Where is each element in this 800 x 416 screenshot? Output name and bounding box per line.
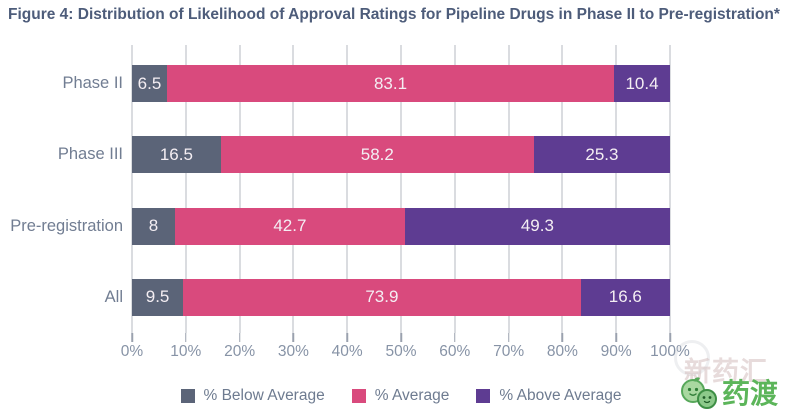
- chart-row: Phase III 16.5 58.2 25.3: [0, 119, 670, 190]
- gridline: [185, 45, 187, 333]
- chart-row: All 9.5 73.9 16.6: [0, 262, 670, 333]
- watermark: 新药汇 药渡: [674, 340, 798, 410]
- gridline: [508, 45, 510, 333]
- category-label: Phase II: [62, 74, 123, 93]
- x-tick-label: 60%: [439, 343, 471, 360]
- legend-item: % Above Average: [476, 387, 622, 405]
- tick-mark: [292, 333, 295, 342]
- bar-segment-above-average: 49.3: [404, 207, 670, 245]
- bar-value-label: 16.6: [608, 287, 642, 307]
- gridline: [454, 45, 456, 333]
- legend-swatch: [351, 389, 366, 403]
- gridline: [131, 45, 133, 333]
- rows: Phase II 6.5 83.1 10.4 Phase III 16.5 58.2 25.3…: [0, 48, 670, 333]
- legend: % Below Average % Average % Above Average: [132, 384, 670, 408]
- gridline: [615, 45, 617, 333]
- bar-segment-above-average: 10.4: [614, 65, 670, 103]
- bar-segment-below-average: 8: [132, 207, 176, 245]
- bar-value-label: 83.1: [373, 73, 408, 93]
- stacked-bar: 6.5 83.1 10.4: [132, 65, 670, 103]
- bar-value-label: 25.3: [585, 144, 619, 164]
- stacked-bar: 16.5 58.2 25.3: [132, 136, 670, 174]
- x-tick-label: 70%: [493, 343, 525, 360]
- stacked-bar: 9.5 73.9 16.6: [132, 278, 670, 316]
- tick-mark: [185, 333, 187, 342]
- tick-mark: [131, 333, 133, 342]
- legend-label: % Below Average: [203, 387, 325, 404]
- gridline: [400, 45, 402, 333]
- bar-segment-average: 58.2: [220, 136, 534, 174]
- bar-segment-above-average: 16.6: [580, 278, 670, 316]
- x-tick-label: 20%: [224, 343, 256, 360]
- gridline: [292, 45, 294, 333]
- watermark-circle-decoration: [674, 340, 710, 376]
- x-tick-label: 0%: [120, 343, 144, 360]
- bar-segment-average: 83.1: [166, 65, 615, 103]
- x-tick-label: 40%: [331, 343, 363, 360]
- bar-segment-below-average: 9.5: [132, 278, 184, 316]
- legend-swatch: [180, 389, 195, 403]
- tick-mark: [400, 333, 402, 342]
- gridline: [239, 45, 241, 333]
- bar-segment-above-average: 25.3: [533, 136, 670, 174]
- tick-mark: [561, 333, 564, 342]
- gridline: [561, 45, 563, 333]
- tick-mark: [669, 333, 671, 342]
- chart-area: Phase II 6.5 83.1 10.4 Phase III 16.5 58.2 25.3…: [0, 45, 671, 333]
- gridline: [669, 45, 671, 333]
- bar-segment-below-average: 16.5: [132, 136, 221, 174]
- legend-swatch: [476, 389, 491, 403]
- x-axis-tick-labels: 0% 10% 20% 30% 40% 50% 60% 70% 80% 90% 100%: [121, 343, 690, 363]
- bar-segment-average: 42.7: [175, 207, 405, 245]
- bar-value-label: 6.5: [137, 73, 162, 93]
- gridlines: [131, 45, 671, 333]
- stacked-bar: 8 42.7 49.3: [132, 207, 670, 245]
- tick-mark: [454, 333, 456, 342]
- bar-value-label: 49.3: [520, 216, 554, 236]
- bar-value-label: 58.2: [360, 144, 394, 164]
- tick-mark: [346, 333, 348, 342]
- category-label: Pre-registration: [10, 216, 123, 235]
- gridline: [346, 45, 348, 333]
- tick-mark: [615, 333, 617, 342]
- tick-mark: [507, 333, 510, 342]
- x-tick-label: 50%: [385, 343, 417, 360]
- legend-label: % Average: [374, 387, 450, 404]
- yaodu-logo-icon: [681, 377, 717, 409]
- bar-segment-average: 73.9: [183, 278, 581, 316]
- chart-row: Phase II 6.5 83.1 10.4: [0, 48, 670, 119]
- bar-segment-below-average: 6.5: [132, 65, 167, 103]
- x-tick-label: 80%: [546, 343, 578, 360]
- legend-label: % Above Average: [499, 387, 622, 404]
- bar-value-label: 10.4: [625, 73, 659, 93]
- x-tick-label: 30%: [277, 343, 309, 360]
- legend-item: % Average: [351, 387, 450, 405]
- chart-row: Pre-registration 8 42.7 49.3: [0, 191, 670, 262]
- bar-value-label: 42.7: [273, 216, 307, 236]
- bar-value-label: 16.5: [159, 144, 193, 164]
- tick-mark: [238, 333, 241, 342]
- category-label: Phase III: [57, 145, 123, 164]
- bar-value-label: 8: [148, 216, 159, 236]
- watermark-brand-text: 药渡: [722, 378, 779, 409]
- x-tick-label: 10%: [170, 343, 202, 360]
- x-tick-label: 90%: [600, 343, 632, 360]
- legend-item: % Below Average: [180, 387, 325, 405]
- bar-value-label: 9.5: [145, 287, 170, 307]
- bar-value-label: 73.9: [365, 287, 399, 307]
- category-label: All: [104, 287, 123, 306]
- chart-title: Figure 4: Distribution of Likelihood of …: [8, 6, 780, 23]
- tick-marks: [131, 333, 671, 342]
